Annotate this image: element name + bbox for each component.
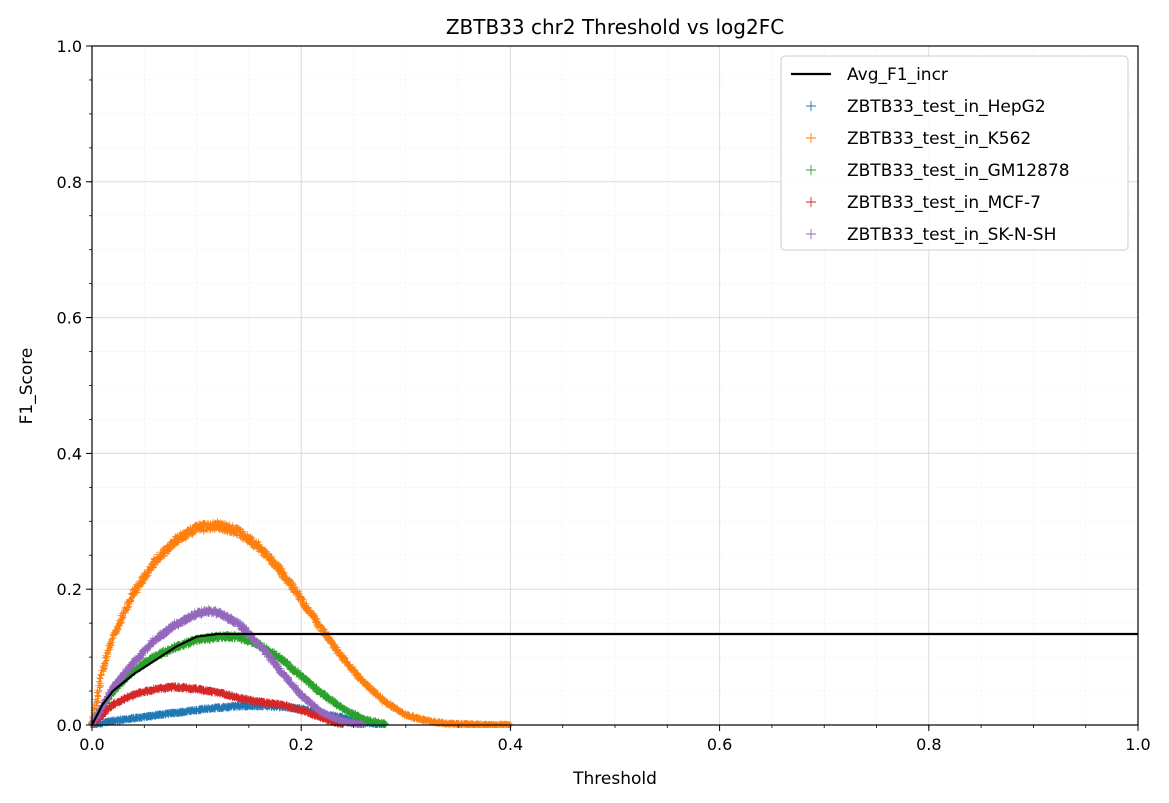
data-point	[362, 718, 366, 721]
y-tick-label: 0.0	[57, 716, 82, 735]
data-point	[111, 635, 115, 638]
legend-marker-swatch	[806, 165, 816, 175]
legend-marker-swatch	[806, 197, 816, 207]
avg-line-group	[91, 632, 1138, 726]
y-tick-label: 0.8	[57, 173, 82, 192]
y-tick-label: 0.4	[57, 444, 82, 463]
data-point	[425, 719, 428, 723]
legend-box	[780, 55, 1129, 251]
series-sk-n-sh	[88, 604, 369, 728]
x-tick-label: 0.6	[707, 735, 732, 754]
data-point	[237, 704, 240, 708]
x-axis-label: Threshold	[572, 769, 657, 789]
data-point	[174, 623, 177, 626]
data-point	[101, 669, 104, 672]
data-point	[153, 560, 156, 564]
y-tick-label: 0.6	[57, 309, 82, 328]
data-point	[143, 715, 146, 719]
data-point	[300, 674, 303, 678]
data-point	[383, 722, 387, 725]
y-axis: 0.0 0.2 0.4 0.6 0.8 1.0	[57, 37, 92, 735]
y-tick-label: 0.2	[57, 580, 82, 599]
data-point	[362, 681, 366, 685]
y-axis-label: F1_Score	[17, 348, 37, 425]
data-point	[111, 703, 115, 706]
legend-label: ZBTB33_test_in_SK-N-SH	[847, 225, 1056, 245]
data-point	[216, 524, 219, 527]
data-point	[300, 708, 303, 712]
data-point	[195, 687, 198, 691]
data-point	[237, 530, 240, 533]
data-point	[111, 686, 115, 689]
data-point	[341, 720, 345, 723]
legend-label: Avg_F1_incr	[847, 65, 948, 85]
legend: Avg_F1_incr ZBTB33_test_in_HepG2 ZBTB33_te…	[780, 55, 1129, 251]
chart-title: ZBTB33 chr2 Threshold vs log2FC	[446, 15, 784, 39]
data-point	[174, 685, 177, 689]
data-point	[320, 692, 324, 695]
avg-f1-line	[91, 632, 1138, 726]
x-axis: 0.0 0.2 0.4 0.6 0.8 1.0	[79, 725, 1151, 754]
x-tick-label: 0.8	[916, 735, 941, 754]
legend-label: ZBTB33_test_in_GM12878	[847, 161, 1070, 181]
data-point	[216, 611, 219, 614]
data-point	[320, 717, 324, 720]
legend-label: ZBTB33_test_in_MCF-7	[847, 193, 1041, 213]
data-point	[132, 693, 136, 696]
data-point	[279, 669, 282, 672]
data-point	[205, 707, 209, 710]
legend-marker-swatch	[806, 133, 816, 143]
x-tick-label: 0.0	[79, 735, 104, 754]
data-point	[279, 703, 282, 706]
data-point	[279, 657, 282, 660]
data-point	[237, 621, 240, 625]
data-point	[205, 609, 209, 613]
x-tick-label: 1.0	[1125, 735, 1150, 754]
y-tick-label: 1.0	[57, 37, 82, 56]
data-point	[341, 707, 345, 710]
data-point	[174, 711, 177, 714]
data-point	[258, 700, 261, 704]
data-point	[404, 713, 407, 717]
data-point	[320, 711, 324, 714]
data-point	[174, 539, 177, 542]
x-tick-label: 0.2	[288, 735, 313, 754]
data-point	[383, 700, 387, 704]
data-point	[258, 643, 261, 647]
data-point	[216, 635, 219, 638]
data-point	[132, 661, 136, 664]
data-point	[153, 638, 156, 642]
data-point	[258, 545, 261, 549]
data-point	[300, 693, 303, 697]
data-point	[132, 591, 136, 594]
data-point	[153, 655, 156, 659]
data-point	[237, 696, 240, 700]
legend-marker-swatch	[806, 229, 816, 239]
data-point	[195, 526, 198, 530]
data-point	[279, 568, 282, 572]
legend-marker-swatch	[806, 101, 816, 111]
data-point	[132, 669, 136, 672]
data-point	[300, 598, 303, 601]
data-point	[341, 657, 345, 660]
x-tick-label: 0.4	[498, 735, 523, 754]
legend-label: ZBTB33_test_in_HepG2	[847, 97, 1046, 117]
data-point	[216, 691, 219, 694]
data-point	[195, 638, 198, 642]
data-point	[446, 722, 449, 725]
data-point	[195, 612, 198, 615]
data-point	[111, 719, 115, 723]
data-point	[237, 635, 240, 638]
legend-label: ZBTB33_test_in_K562	[847, 129, 1031, 149]
data-point	[153, 687, 156, 691]
data-point	[320, 628, 324, 632]
